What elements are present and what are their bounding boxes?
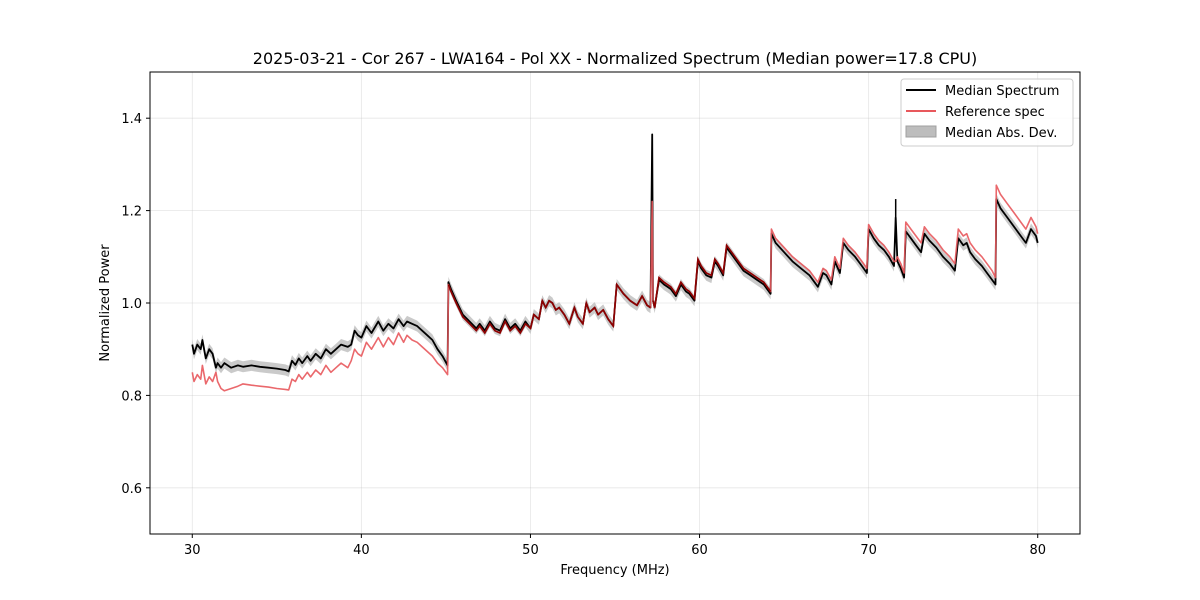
axis-layer: 30 40 50 60 70 80 0.6 0.8 1.0 1.2 1.4 bbox=[121, 112, 1046, 558]
x-tick-label: 60 bbox=[691, 543, 708, 558]
y-tick-label: 1.0 bbox=[121, 297, 142, 312]
overlap-segment bbox=[652, 243, 772, 308]
x-axis-label: Frequency (MHz) bbox=[560, 563, 669, 578]
legend-box bbox=[900, 78, 1074, 147]
legend-mad-swatch bbox=[905, 125, 937, 138]
legend-median-label: Median Spectrum bbox=[945, 84, 1059, 99]
legend: Median Spectrum Reference spec Median Ab… bbox=[900, 78, 1074, 147]
data-layer bbox=[191, 128, 1039, 392]
y-tick-label: 1.4 bbox=[121, 112, 142, 127]
x-tick-label: 50 bbox=[522, 543, 539, 558]
y-axis-label: Normalized Power bbox=[98, 244, 113, 362]
x-tick-label: 40 bbox=[353, 543, 370, 558]
x-tick-label: 30 bbox=[184, 543, 201, 558]
legend-mad-label: Median Abs. Dev. bbox=[945, 126, 1057, 141]
legend-reference-label: Reference spec bbox=[945, 105, 1045, 120]
overlap-segment bbox=[447, 282, 651, 335]
x-tick-label: 70 bbox=[860, 543, 877, 558]
y-tick-label: 1.2 bbox=[121, 205, 142, 220]
chart-title: 2025-03-21 - Cor 267 - LWA164 - Pol XX -… bbox=[253, 49, 977, 68]
y-tick-label: 0.8 bbox=[121, 389, 142, 404]
x-tick-label: 80 bbox=[1029, 543, 1046, 558]
y-tick-label: 0.6 bbox=[121, 482, 142, 497]
